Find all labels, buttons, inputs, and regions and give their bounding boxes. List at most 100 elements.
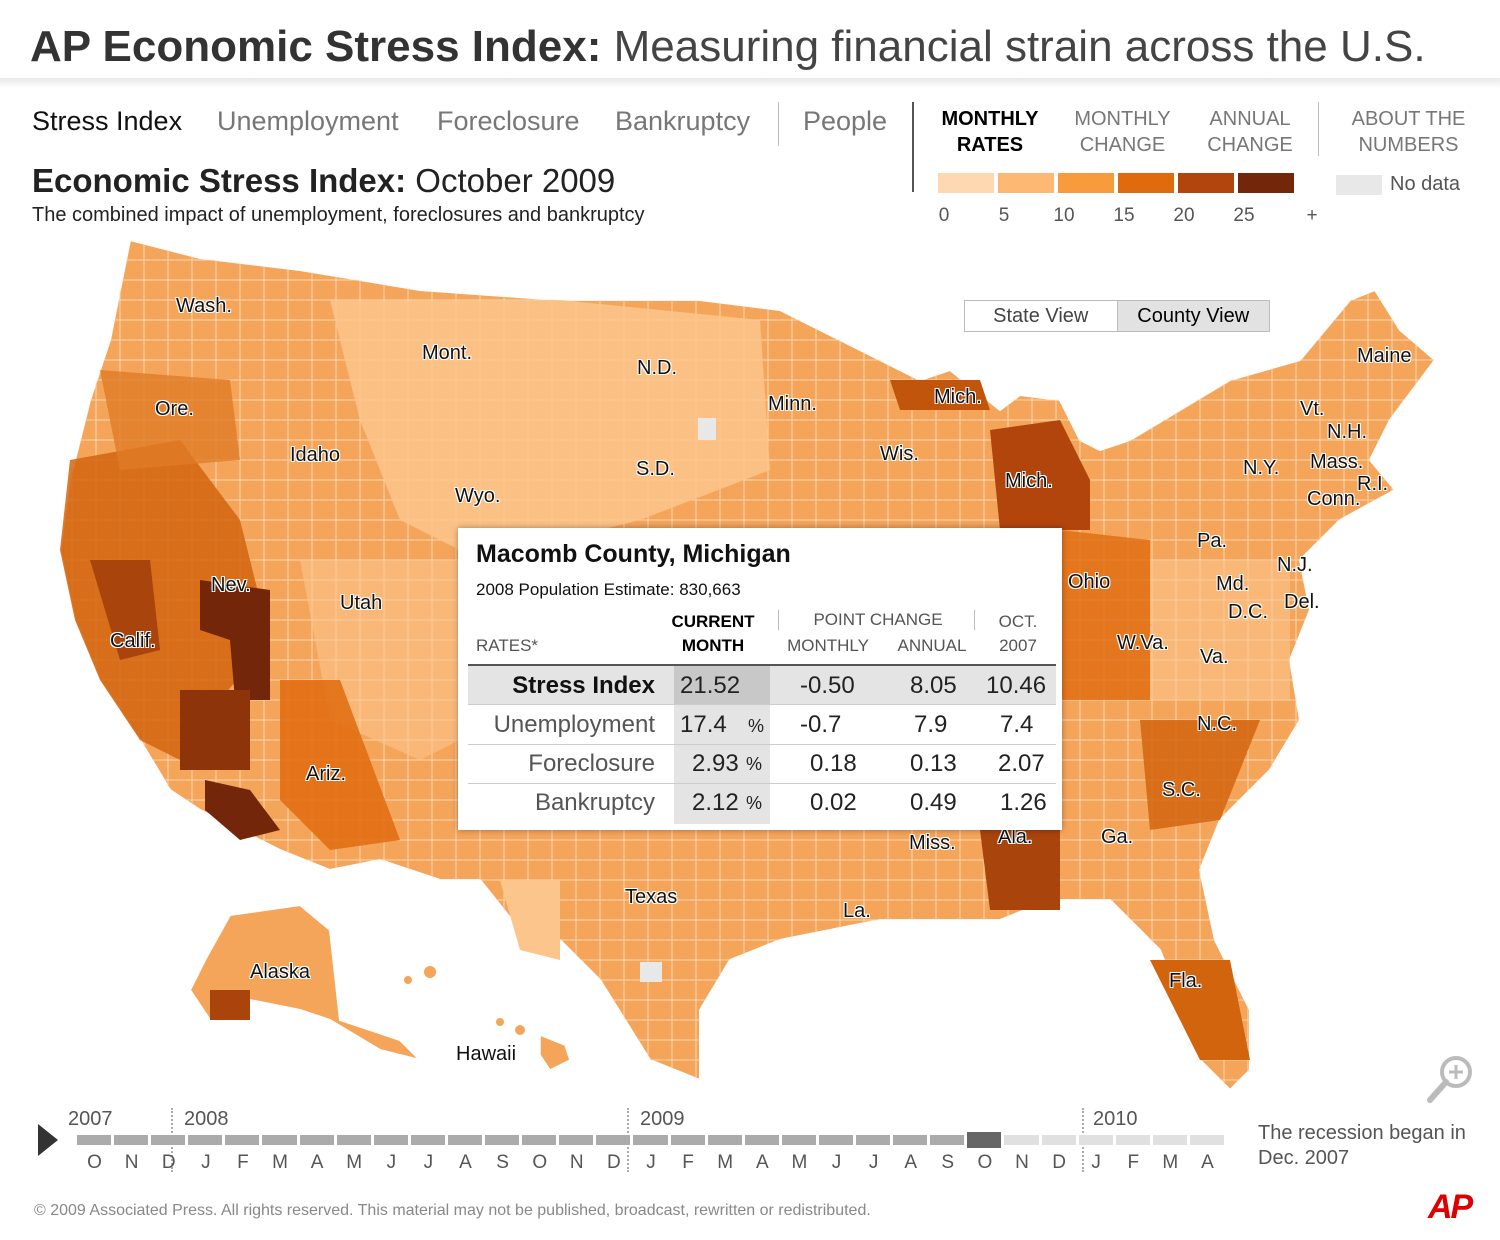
timeline-month-segment[interactable] [818,1135,854,1145]
state-label-ak: Alaska [250,961,311,983]
timeline-month-segment[interactable] [485,1135,520,1145]
timeline-month-label[interactable]: M [272,1152,288,1173]
timeline-month-segment[interactable] [262,1135,297,1145]
timeline-month-label[interactable]: J [646,1152,656,1173]
map-hawaii[interactable] [539,1033,571,1071]
tab-about-numbers[interactable]: ABOUT THE NUMBERS [1336,106,1481,158]
timeline-month-label[interactable]: S [496,1152,509,1173]
timeline-month-label[interactable]: S [941,1152,955,1173]
timeline-month-label[interactable]: O [87,1152,102,1173]
timeline-month-segment[interactable] [225,1135,260,1145]
timeline-month-segment[interactable] [373,1135,408,1145]
timeline-month-segment[interactable] [336,1135,371,1145]
timeline-month-segment[interactable] [744,1135,779,1145]
header-divider [0,78,1500,88]
timeline-month-label[interactable]: J [386,1152,397,1173]
timeline-month-label[interactable]: M [791,1152,808,1173]
timeline-month-label[interactable]: N [124,1152,139,1173]
timeline-month-label[interactable]: J [423,1152,434,1173]
popup-header-annual: ANNUAL [897,636,967,655]
timeline-month-segment[interactable] [410,1135,445,1145]
state-label-nd: N.D. [637,357,677,379]
tab-stress-index[interactable]: Stress Index [32,106,183,136]
timeline-month-label[interactable]: F [237,1152,249,1173]
timeline-month-label[interactable]: A [904,1152,918,1173]
timeline-month-label[interactable]: N [569,1152,584,1173]
timeline-month-label[interactable]: A [1201,1152,1214,1173]
popup-row-annual: 7.9 [914,711,948,738]
timeline-month-segment[interactable] [151,1135,186,1145]
state-label-va: Va. [1200,646,1229,668]
map-alaska[interactable] [188,903,424,1062]
timeline-month-label[interactable]: F [682,1152,694,1173]
tab-annual-change[interactable]: ANNUAL CHANGE [1190,106,1310,158]
timeline-month-segment[interactable] [188,1135,223,1145]
state-label-pa: Pa. [1197,530,1228,552]
tab-people[interactable]: People [803,106,888,136]
timeline-month-segment[interactable] [114,1135,149,1145]
timeline-month-segment[interactable] [856,1135,891,1145]
timeline-month-segment[interactable] [1004,1135,1039,1145]
state-view-button[interactable]: State View [965,301,1118,331]
timeline-month-label[interactable]: M [346,1152,363,1173]
popup-row-oct2007: 1.26 [1000,789,1047,816]
timeline-month-segment[interactable] [670,1135,705,1145]
popup-header-oct-2: 2007 [999,636,1037,655]
tab-bankruptcy[interactable]: Bankruptcy [615,106,751,136]
tab-monthly-change[interactable]: MONTHLY CHANGE [1060,106,1185,158]
timeline-month-label[interactable]: J [831,1152,842,1173]
tab-monthly-rates[interactable]: MONTHLY RATES [930,106,1050,158]
tab-annual-change-line2: CHANGE [1207,134,1293,156]
state-label-sc: S.C. [1162,779,1201,801]
tab-annual-change-line1: ANNUAL [1209,108,1291,130]
map-subtitle: The combined impact of unemployment, for… [32,204,645,226]
tab-unemployment[interactable]: Unemployment [217,106,399,136]
timeline-month-label[interactable]: M [717,1152,734,1173]
map-region-ohio [1060,530,1150,700]
map-region-upper-peninsula [890,380,990,410]
play-icon[interactable] [36,1120,60,1160]
timeline-month-segment[interactable] [1041,1135,1076,1145]
timeline-month-segment[interactable] [1152,1135,1187,1145]
timeline-month-label[interactable]: J [868,1152,879,1173]
map-region-central-valley [90,560,160,660]
timeline-month-label[interactable]: F [1127,1152,1140,1173]
timeline-month-label[interactable]: J [201,1152,211,1173]
timeline-month-segment[interactable] [633,1135,668,1145]
timeline-month-segment[interactable] [781,1135,816,1145]
timeline-month-label[interactable]: O [532,1152,548,1173]
timeline-month-segment[interactable] [596,1135,631,1145]
timeline-month-segment[interactable] [77,1135,112,1145]
timeline-track[interactable] [76,1132,1226,1148]
zoom-in-icon[interactable] [1420,1048,1480,1108]
tab-foreclosure[interactable]: Foreclosure [437,106,580,136]
timeline-month-segment[interactable] [1078,1135,1113,1145]
timeline-month-label[interactable]: A [755,1152,769,1173]
timeline-month-segment[interactable] [930,1135,965,1145]
map-title-bold: Economic Stress Index: [32,162,407,199]
timeline-month-segment[interactable] [707,1135,742,1145]
timeline-month-label[interactable]: M [1162,1152,1179,1173]
state-label-tx: Texas [625,886,678,908]
timeline-month-segment[interactable] [299,1135,334,1145]
popup-header-point-change: POINT CHANGE [813,610,943,629]
timeline-month-segment[interactable] [522,1135,557,1145]
timeline-month-segment[interactable] [447,1135,483,1145]
county-view-button[interactable]: County View [1117,301,1269,331]
map-region-michigan [990,420,1090,530]
timeline-month-label[interactable]: D [1052,1152,1066,1173]
timeline-month-label[interactable]: A [459,1152,472,1173]
timeline-month-label[interactable]: N [1015,1152,1029,1173]
timeline-month-segment[interactable] [1115,1135,1150,1145]
timeline-month-segment[interactable] [893,1135,928,1145]
state-label-mn: Minn. [768,393,817,415]
timeline-month-label[interactable]: D [161,1152,176,1173]
timeline-handle[interactable] [967,1132,1002,1148]
timeline-month-segment[interactable] [1189,1135,1224,1145]
popup-row-label: Stress Index [512,672,655,699]
timeline-month-label[interactable]: J [1091,1152,1101,1173]
timeline-month-segment[interactable] [559,1135,594,1145]
timeline-month-label[interactable]: D [607,1152,621,1173]
timeline-month-label[interactable]: O [977,1152,993,1173]
timeline-month-label[interactable]: A [310,1152,324,1173]
